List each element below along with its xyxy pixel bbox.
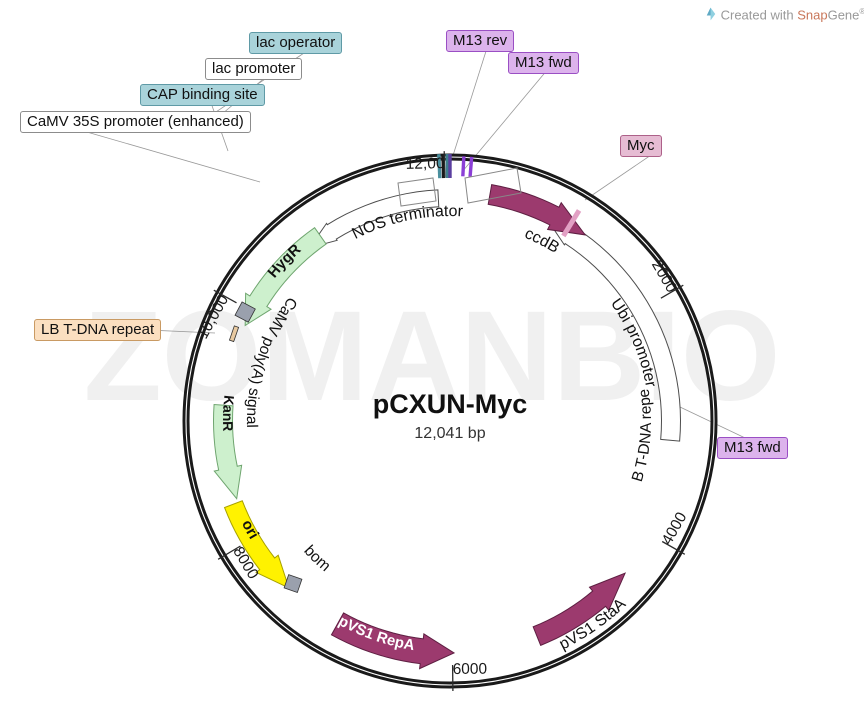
svg-text:12,00: 12,00 [406, 155, 446, 173]
svg-text:12,041 bp: 12,041 bp [414, 425, 485, 442]
svg-text:6000: 6000 [453, 661, 488, 678]
svg-text:KanR: KanR [220, 395, 237, 432]
svg-text:bom: bom [300, 542, 333, 575]
svg-text:pCXUN-Myc: pCXUN-Myc [373, 389, 528, 419]
